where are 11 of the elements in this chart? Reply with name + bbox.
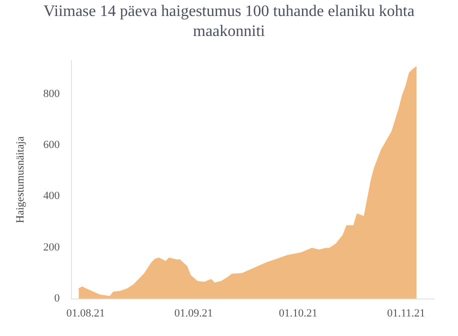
y-tick-label: 400 <box>43 190 60 202</box>
y-axis-title: Haigestumusnäitaja <box>14 136 26 224</box>
x-tick-label: 01.09.21 <box>174 307 213 320</box>
x-tick-label: 01.10.21 <box>278 307 318 320</box>
y-tick-label: 200 <box>43 241 60 254</box>
x-tick-label: 01.08.21 <box>66 307 105 320</box>
y-tick-label: 0 <box>54 292 60 305</box>
y-tick-label: 800 <box>43 88 60 100</box>
y-tick-label: 600 <box>43 139 60 152</box>
chart-title: Viimase 14 päeva haigestumus 100 tuhande elaniku kohta maakonniti <box>42 2 416 42</box>
x-tick-label: 01.11.21 <box>387 307 426 320</box>
